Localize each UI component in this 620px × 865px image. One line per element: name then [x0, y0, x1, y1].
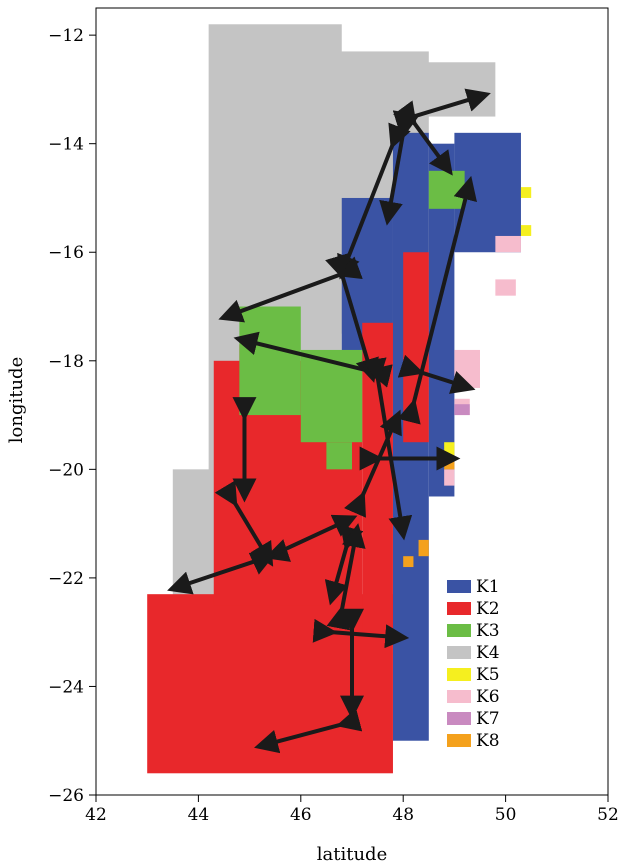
legend-swatch-k2: [447, 602, 471, 615]
plot-frame: [95, 7, 609, 796]
cell-k6-5: [444, 469, 455, 486]
arrow-10: [397, 354, 476, 394]
y-axis-title: longitude: [6, 357, 27, 443]
y-tick-label-6: −22: [48, 569, 84, 589]
x-tick-label-6: 52: [597, 805, 619, 825]
cell-k2-1: [147, 594, 393, 774]
y-tick-label-3: −16: [48, 243, 84, 263]
cell-k5-2: [520, 225, 532, 236]
cell-k8-3: [403, 556, 414, 568]
legend-label-k3: K3: [476, 621, 500, 641]
axes: 42 44 46 48 50 52 −12 −14 −16 −18 −20 −22 −24 −26: [48, 7, 619, 825]
legend-label-k5: K5: [476, 665, 500, 685]
cell-k5-1: [520, 187, 532, 198]
legend-swatch-k1: [447, 580, 471, 593]
y-tick-label-4: −18: [48, 352, 84, 372]
x-tick-label-3: 46: [290, 805, 312, 825]
legend-label-k6: K6: [476, 687, 500, 707]
legend-swatch-k4: [447, 646, 471, 659]
legend-swatch-k7: [447, 712, 471, 725]
y-tick-label-2: −14: [48, 135, 84, 155]
arrow-12: [344, 409, 402, 518]
y-tick-label-1: −12: [48, 26, 84, 46]
cell-k7-1: [454, 404, 470, 416]
legend-label-k2: K2: [476, 599, 500, 619]
arrow-18: [326, 523, 366, 631]
legend-label-k7: K7: [476, 709, 500, 729]
legend-swatch-k6: [447, 690, 471, 703]
legend-swatch-k8: [447, 734, 471, 747]
x-tick-label-1: 42: [85, 805, 107, 825]
cell-k3-1: [239, 306, 301, 416]
x-tick-label-4: 48: [392, 805, 414, 825]
y-tick-label-8: −26: [48, 786, 84, 806]
legend-label-k8: K8: [476, 731, 500, 751]
cell-k8-2: [418, 539, 429, 557]
cell-k3-4: [326, 442, 352, 470]
legend-label-k4: K4: [476, 643, 500, 663]
cluster-cells: [147, 24, 532, 774]
arrow-21: [254, 708, 363, 754]
y-tick-label-7: −24: [48, 677, 84, 697]
y-tick-label-5: −20: [48, 460, 84, 480]
x-tick-label-2: 44: [188, 805, 210, 825]
x-axis-title: latitude: [317, 844, 387, 865]
x-tick-label-5: 50: [495, 805, 517, 825]
cell-k3-3: [428, 170, 465, 209]
legend-swatch-k5: [447, 668, 471, 681]
cell-k3-2: [300, 349, 363, 443]
plot-content: [147, 24, 532, 774]
cell-k6-2: [495, 279, 516, 296]
dispersal-arrows: [167, 88, 491, 754]
legend-label-k1: K1: [476, 577, 500, 597]
cell-k5-3: [444, 442, 455, 459]
cell-k6-1: [495, 235, 521, 253]
arrow-7: [233, 331, 393, 388]
arrow-4: [337, 122, 411, 280]
legend-swatch-k3: [447, 624, 471, 637]
cell-k2-4: [403, 252, 429, 443]
arrow-2: [393, 100, 453, 176]
arrow-5: [218, 256, 363, 323]
cell-k4-4: [403, 62, 496, 117]
